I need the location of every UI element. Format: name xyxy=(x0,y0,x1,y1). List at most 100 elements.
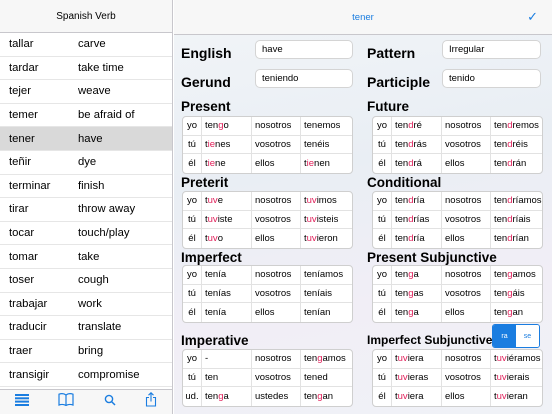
form-part: t xyxy=(304,232,307,244)
form-plural: tenían xyxy=(301,303,352,322)
conjugation-row: yo t uv e nosotros t uv imos xyxy=(183,192,352,211)
imperfect-subjunctive-table: yo t uv iera nosotros t uv iéramos tú t uv ieras vos… xyxy=(372,349,543,407)
form-part: t xyxy=(395,371,398,383)
pronoun-singular: yo xyxy=(183,350,202,368)
verb-list-item[interactable]: tocar touch/play xyxy=(0,222,172,246)
form-singular: t ie ne xyxy=(202,154,252,173)
form-singular: ten d ré xyxy=(392,117,442,135)
verb-list-item[interactable]: traer bring xyxy=(0,340,172,364)
form-part: ría xyxy=(413,232,425,244)
irregular-part: d xyxy=(507,138,513,150)
irregular-part: g xyxy=(317,353,323,365)
verb-list-item[interactable]: tallar carve xyxy=(0,33,172,57)
form-part: t xyxy=(494,371,497,383)
pronoun-plural: ellos xyxy=(442,229,491,248)
form-part: teníamos xyxy=(304,269,344,281)
segment-ra[interactable]: ra xyxy=(493,325,516,347)
form-singular: t ie nes xyxy=(202,135,252,153)
conjugation-row: yo ten g o nosotros tenemos xyxy=(183,117,352,136)
irregular-part: ie xyxy=(207,157,216,169)
irregular-part: g xyxy=(408,306,414,318)
form-singular: t uv ieras xyxy=(392,368,442,386)
pronoun-singular: él xyxy=(373,303,392,322)
pronoun-singular: tú xyxy=(373,368,392,386)
share-icon[interactable] xyxy=(145,392,157,412)
irregular-part: uv xyxy=(397,353,408,365)
form-plural: ten d ríais xyxy=(491,211,542,229)
form-part: rían xyxy=(512,232,529,244)
form-part: t xyxy=(205,138,208,150)
pronoun-singular: él xyxy=(183,303,202,322)
pronoun-plural: vosotros xyxy=(252,210,301,228)
verb-list-item[interactable]: tejer weave xyxy=(0,80,172,104)
conjugation-row: tú ten g as vosotros ten g áis xyxy=(373,284,542,303)
form-singular: ten d rás xyxy=(392,135,442,153)
pronoun-singular: él xyxy=(183,154,202,173)
conjugation-row: tú tenías vosotros teníais xyxy=(183,284,352,303)
search-icon[interactable] xyxy=(104,393,116,411)
conjugation-panel: tener ✓ English have Pattern Irregular G… xyxy=(174,0,552,414)
form-part: amos xyxy=(512,269,536,281)
form-plural: t uv ieran xyxy=(491,387,542,406)
segment-se[interactable]: se xyxy=(516,325,539,347)
form-part: réis xyxy=(512,138,528,150)
pronoun-plural: vosotros xyxy=(442,135,491,153)
form-part: iera xyxy=(407,353,424,365)
future-heading: Future xyxy=(367,99,409,114)
present-subjunctive-table: yo ten g a nosotros ten g amos tú ten g as vosotros t… xyxy=(372,265,543,323)
pattern-label: Pattern xyxy=(367,45,416,61)
verb-list-item[interactable]: terminar finish xyxy=(0,175,172,199)
list-icon[interactable] xyxy=(14,393,29,411)
pronoun-plural: nosotros xyxy=(442,266,491,284)
form-part: ríamos xyxy=(512,195,542,207)
verb-list-item[interactable]: trabajar work xyxy=(0,293,172,317)
pronoun-singular: yo xyxy=(183,266,202,284)
verb-list-item[interactable]: toser cough xyxy=(0,269,172,293)
verb-english: take time xyxy=(78,61,124,74)
verb-list-item[interactable]: teñir dye xyxy=(0,151,172,175)
form-plural: ten g an xyxy=(491,303,542,322)
verb-list-item[interactable]: tirar throw away xyxy=(0,198,172,222)
form-part: o xyxy=(217,232,223,244)
conjugation-row: él ten g a ellos ten g an xyxy=(373,303,542,322)
form-part: ten xyxy=(395,306,409,318)
form-part: o xyxy=(223,120,229,132)
irregular-part: uv xyxy=(397,390,408,402)
conjugation-row: él tenía ellos tenían xyxy=(183,303,352,322)
verb-english: finish xyxy=(78,179,105,192)
verb-list-item[interactable]: temer be afraid of xyxy=(0,104,172,128)
form-part: imos xyxy=(316,195,337,207)
verb-list-item[interactable]: tardar take time xyxy=(0,57,172,81)
irregular-part: ie xyxy=(207,138,216,150)
pronoun-plural: vosotros xyxy=(442,210,491,228)
form-plural: tenemos xyxy=(301,117,352,135)
form-part: t xyxy=(494,390,497,402)
form-part: ré xyxy=(413,120,422,132)
checkmark-icon[interactable]: ✓ xyxy=(527,9,538,24)
verb-list-item[interactable]: transigir compromise xyxy=(0,363,172,387)
verb-list-item[interactable]: tomar take xyxy=(0,245,172,269)
form-plural: ten d ríamos xyxy=(491,192,542,210)
form-plural: tened xyxy=(301,369,352,387)
form-part: a xyxy=(413,306,419,318)
pronoun-singular: tú xyxy=(373,210,392,228)
ra-se-segmented-control[interactable]: ra se xyxy=(492,324,540,348)
form-part: amos xyxy=(322,353,346,365)
form-part: ten xyxy=(395,157,409,169)
form-part: iste xyxy=(217,213,233,225)
form-singular: t uv o xyxy=(202,229,252,248)
verb-list-item[interactable]: traducir translate xyxy=(0,316,172,340)
irregular-part: uv xyxy=(306,232,317,244)
pronoun-plural: ellos xyxy=(442,303,491,322)
book-icon[interactable] xyxy=(58,393,74,411)
pronoun-plural: nosotros xyxy=(252,117,301,135)
form-part: ten xyxy=(395,138,409,150)
verb-spanish: tocar xyxy=(9,227,35,240)
verb-list-item[interactable]: tener have xyxy=(0,127,172,151)
gerund-label: Gerund xyxy=(181,74,231,90)
form-part: nen xyxy=(314,157,330,169)
irregular-part: uv xyxy=(397,371,408,383)
pronoun-plural: ellos xyxy=(252,229,301,248)
form-part: an xyxy=(322,390,334,402)
participle-label: Participle xyxy=(367,74,431,90)
